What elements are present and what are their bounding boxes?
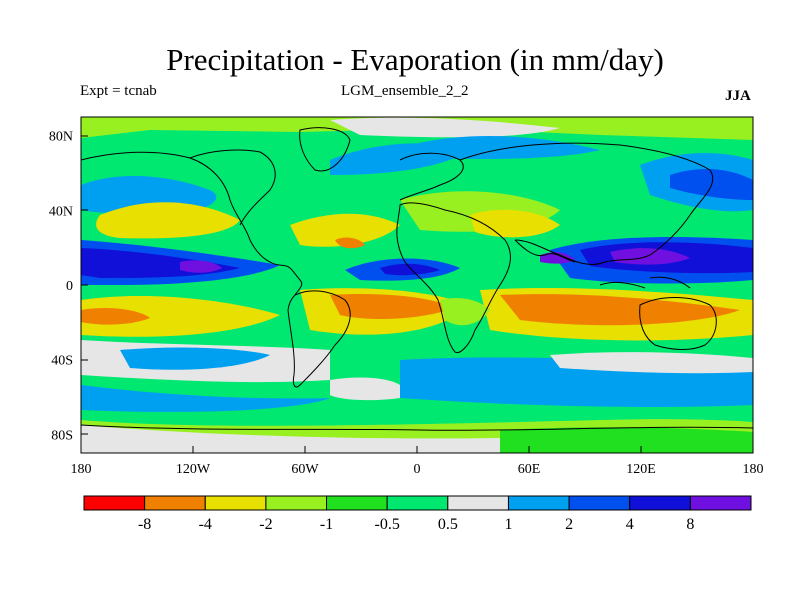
- colorbar-swatch: [83, 495, 146, 511]
- colorbar-labels: -8 -4 -2 -1 -0.5 0.5 1 2 4 8: [138, 516, 694, 533]
- lon-tick-label: 180: [71, 462, 92, 477]
- colorbar-swatch: [507, 495, 570, 511]
- lat-tick-label: 40N: [49, 204, 73, 219]
- colorbar-label: -1: [320, 516, 333, 533]
- lon-tick-label: 60E: [518, 462, 541, 477]
- lat-tick-label: 80S: [51, 428, 73, 443]
- colorbar-label: 0.5: [438, 516, 458, 533]
- lon-tick-label: 0: [414, 462, 421, 477]
- lat-tick-label: 0: [66, 279, 73, 294]
- colorbar-label: -8: [138, 516, 151, 533]
- colorbar-swatch: [689, 495, 752, 511]
- latitude-tick-labels: 80N 40N 0 40S 80S: [49, 130, 73, 444]
- lat-tick-label: 40S: [51, 354, 73, 369]
- lon-tick-label: 60W: [291, 462, 319, 477]
- season-label: JJA: [725, 88, 751, 104]
- colorbar-label: 4: [626, 516, 634, 533]
- colorbar-swatch: [326, 495, 388, 511]
- colorbar-label: 8: [686, 516, 694, 533]
- colorbar-label: -0.5: [375, 516, 400, 533]
- colorbar-swatch: [568, 495, 631, 511]
- colorbar-swatch: [386, 495, 449, 511]
- plot-title: Precipitation - Evaporation (in mm/day): [166, 42, 664, 77]
- colorbar-swatch: [144, 495, 206, 511]
- coastlines: [81, 127, 753, 431]
- colorbar-label: -2: [259, 516, 272, 533]
- colorbar-swatch: [447, 495, 509, 511]
- experiment-label: Expt = tcnab: [80, 83, 157, 99]
- tick-marks: [80, 135, 754, 453]
- lon-tick-label: 120W: [176, 462, 211, 477]
- lat-tick-label: 80N: [49, 130, 73, 145]
- colorbar-label: -4: [199, 516, 212, 533]
- colorbar-swatch: [204, 495, 267, 511]
- ensemble-label: LGM_ensemble_2_2: [341, 83, 469, 99]
- colorbar-swatch: [629, 495, 691, 511]
- colorbar-swatch: [265, 495, 328, 511]
- colorbar-label: 2: [565, 516, 573, 533]
- lon-tick-label: 180: [743, 462, 764, 477]
- longitude-tick-labels: 180 120W 60W 0 60E 120E 180: [71, 462, 764, 477]
- colorbar-label: 1: [504, 516, 512, 533]
- colorbar: [83, 495, 752, 511]
- field-shading: [81, 117, 753, 453]
- lon-tick-label: 120E: [626, 462, 656, 477]
